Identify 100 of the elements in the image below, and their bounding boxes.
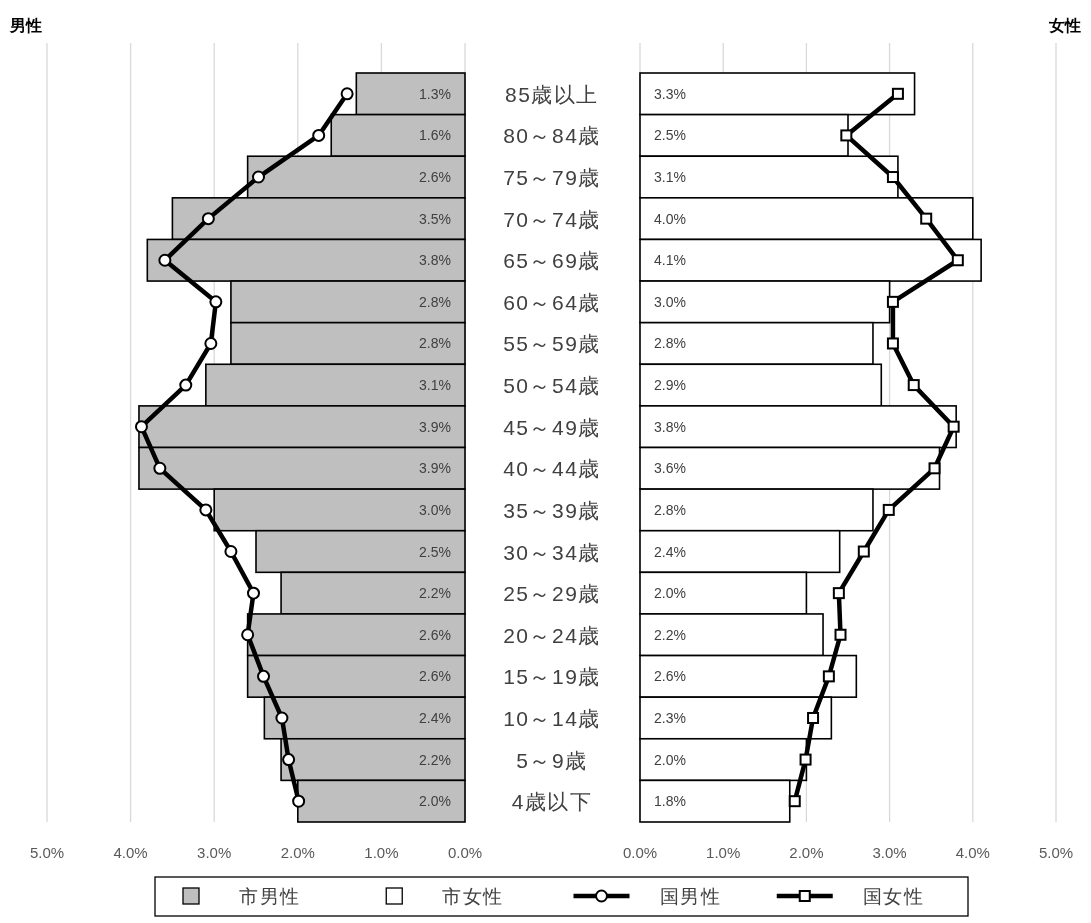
- point: [857, 545, 870, 558]
- x-tick-label: 1.0%: [364, 844, 399, 861]
- point: [951, 254, 964, 267]
- data-label: 2.0%: [419, 793, 451, 810]
- data-label: 3.9%: [419, 460, 451, 477]
- point: [204, 336, 218, 350]
- point: [907, 379, 920, 392]
- point: [134, 420, 148, 434]
- data-label: 3.0%: [654, 293, 686, 310]
- y-tick-label: 70～74歳: [503, 207, 601, 231]
- data-label: 3.3%: [654, 85, 686, 102]
- y-tick-label: 25～29歳: [503, 582, 601, 606]
- point: [822, 670, 835, 683]
- point: [312, 128, 326, 142]
- point: [928, 462, 941, 475]
- data-label: 2.8%: [419, 293, 451, 310]
- data-label: 2.5%: [419, 543, 451, 560]
- data-label: 2.8%: [419, 335, 451, 352]
- point: [832, 587, 845, 600]
- point: [209, 295, 223, 309]
- data-label: 3.8%: [654, 418, 686, 435]
- y-tick-label: 40～44歳: [503, 457, 601, 481]
- point: [799, 753, 812, 766]
- y-tick-label: 4歳以下: [511, 790, 593, 814]
- y-tick-label: 45～49歳: [503, 415, 601, 439]
- x-tick-label: 4.0%: [955, 844, 990, 861]
- x-tick-label: 2.0%: [789, 844, 824, 861]
- data-label: 2.8%: [654, 335, 686, 352]
- x-tick-label: 3.0%: [872, 844, 907, 861]
- data-label: 3.5%: [419, 210, 451, 227]
- chart-title: 男性: [9, 17, 42, 34]
- text: 市女性: [442, 886, 504, 907]
- data-label: 4.1%: [654, 252, 686, 269]
- point: [179, 378, 193, 392]
- data-label: 2.4%: [654, 543, 686, 560]
- data-label: 1.8%: [654, 793, 686, 810]
- point: [282, 753, 296, 767]
- legend-label: 市男性: [239, 886, 301, 907]
- data-label: 3.8%: [419, 252, 451, 269]
- chart-title: 女性: [1048, 17, 1081, 34]
- point: [891, 87, 904, 100]
- point: [153, 461, 167, 475]
- point: [292, 794, 306, 808]
- point: [886, 295, 899, 308]
- data-label: 1.6%: [419, 127, 451, 144]
- point: [199, 503, 213, 517]
- point: [807, 711, 820, 724]
- data-label: 3.1%: [654, 169, 686, 186]
- point: [920, 212, 933, 225]
- data-label: 3.1%: [419, 377, 451, 394]
- point: [257, 669, 271, 683]
- y-tick-label: 50～54歳: [503, 374, 601, 398]
- y-tick-label: 35～39歳: [503, 498, 601, 522]
- y-tick-label: 55～59歳: [503, 332, 601, 356]
- x-tick-label: 5.0%: [1038, 844, 1074, 861]
- x-tick-label: 2.0%: [280, 844, 315, 861]
- y-tick-label: 5～9歳: [516, 748, 588, 772]
- data-label: 2.2%: [419, 751, 451, 768]
- x-tick-label: 5.0%: [29, 844, 65, 861]
- data-label: 2.4%: [419, 709, 451, 726]
- point: [882, 503, 895, 516]
- data-label: 2.9%: [654, 377, 686, 394]
- x-tick-label: 0.0%: [622, 844, 658, 861]
- point: [158, 253, 172, 267]
- data-label: 3.9%: [419, 418, 451, 435]
- x-tick-label: 4.0%: [113, 844, 148, 861]
- y-tick-label: 85歳以上: [505, 82, 599, 106]
- y-tick-label: 60～64歳: [503, 290, 601, 314]
- x-tick-label: 1.0%: [706, 844, 741, 861]
- y-tick-label: 10～14歳: [503, 706, 601, 730]
- data-label: 3.0%: [419, 501, 451, 518]
- point: [886, 171, 899, 184]
- data-label: 3.6%: [654, 460, 686, 477]
- point: [275, 711, 289, 725]
- y-tick-label: 65～69歳: [503, 249, 601, 273]
- legend-label: 国女性: [862, 886, 925, 907]
- point: [241, 628, 255, 642]
- point: [252, 170, 266, 184]
- legend-label: 国男性: [659, 886, 721, 907]
- point: [788, 795, 801, 808]
- data-label: 2.8%: [654, 501, 686, 518]
- data-label: 2.2%: [419, 585, 451, 602]
- data-label: 2.6%: [419, 668, 451, 685]
- y-tick-label: 15～19歳: [503, 665, 601, 689]
- x-tick-label: 3.0%: [197, 844, 232, 861]
- y-tick-label: 20～24歳: [503, 623, 601, 647]
- point: [947, 420, 960, 433]
- y-tick-label: 30～34歳: [503, 540, 601, 564]
- data-label: 2.5%: [654, 127, 686, 144]
- point: [834, 628, 847, 641]
- data-label: 2.6%: [419, 626, 451, 643]
- point: [340, 87, 354, 101]
- point: [886, 337, 899, 350]
- data-label: 2.3%: [654, 709, 686, 726]
- data-label: 2.0%: [654, 751, 686, 768]
- data-label: 2.2%: [654, 626, 686, 643]
- data-label: 2.6%: [654, 668, 686, 685]
- data-label: 4.0%: [654, 210, 686, 227]
- y-tick-label: 80～84歳: [503, 124, 601, 148]
- data-label: 2.6%: [419, 169, 451, 186]
